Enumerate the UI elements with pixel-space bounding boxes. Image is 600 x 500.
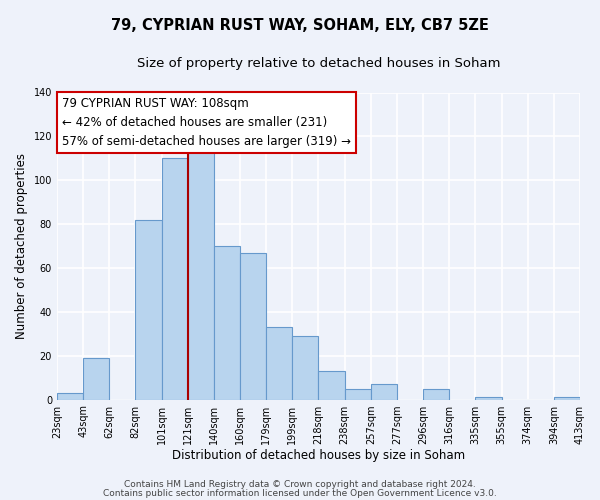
Bar [292, 336, 319, 400]
Y-axis label: Number of detached properties: Number of detached properties [15, 153, 28, 339]
Bar [423, 388, 449, 400]
Bar [214, 246, 240, 400]
Bar [83, 358, 109, 400]
Bar [554, 398, 580, 400]
Bar [475, 398, 502, 400]
Bar [188, 152, 214, 400]
Bar [266, 327, 292, 400]
Bar [371, 384, 397, 400]
Bar [344, 388, 371, 400]
Bar [240, 252, 266, 400]
Text: Contains public sector information licensed under the Open Government Licence v3: Contains public sector information licen… [103, 488, 497, 498]
Bar [319, 371, 344, 400]
Bar [57, 393, 83, 400]
Title: Size of property relative to detached houses in Soham: Size of property relative to detached ho… [137, 58, 500, 70]
Text: 79, CYPRIAN RUST WAY, SOHAM, ELY, CB7 5ZE: 79, CYPRIAN RUST WAY, SOHAM, ELY, CB7 5Z… [111, 18, 489, 32]
Bar [136, 220, 161, 400]
Text: 79 CYPRIAN RUST WAY: 108sqm
← 42% of detached houses are smaller (231)
57% of se: 79 CYPRIAN RUST WAY: 108sqm ← 42% of det… [62, 97, 351, 148]
X-axis label: Distribution of detached houses by size in Soham: Distribution of detached houses by size … [172, 450, 465, 462]
Bar [161, 158, 188, 400]
Text: Contains HM Land Registry data © Crown copyright and database right 2024.: Contains HM Land Registry data © Crown c… [124, 480, 476, 489]
